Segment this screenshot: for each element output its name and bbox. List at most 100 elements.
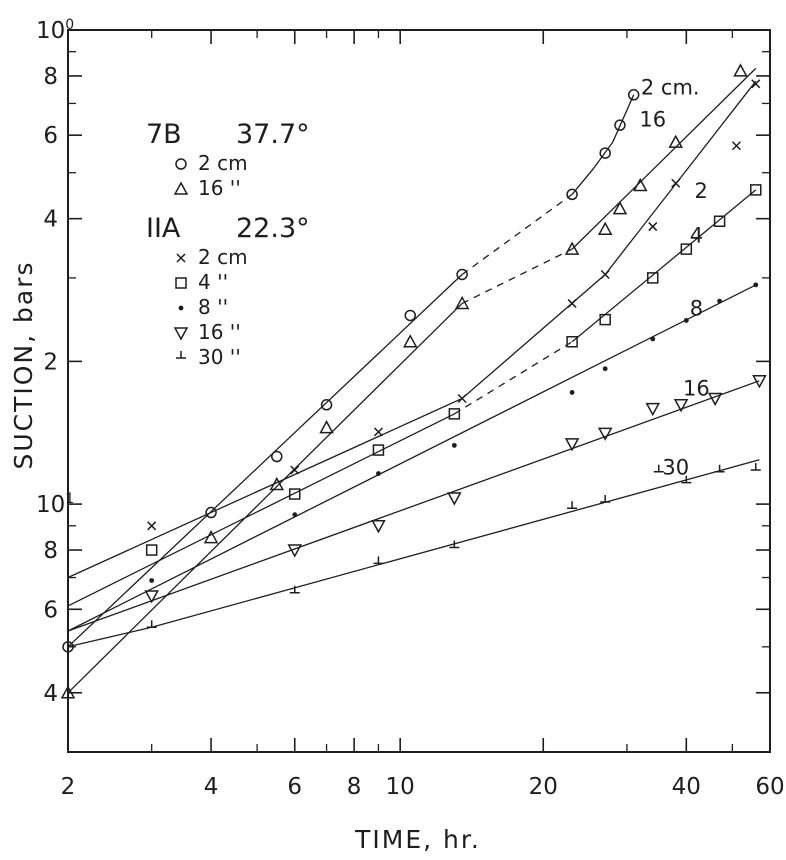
data-point-s11a-8 — [451, 442, 457, 448]
data-point-s11a-30 — [750, 463, 761, 471]
y-tick-label: 2 — [43, 349, 58, 375]
legend-group-label: IIA — [146, 213, 181, 244]
dashed-fit-line-s7b-16 — [461, 248, 573, 304]
curve-label-s7b-2: 2 cm. — [641, 76, 700, 100]
data-point-s11a-16 — [447, 492, 462, 506]
data-point-s11a-2 — [567, 298, 577, 308]
fit-lines — [67, 67, 760, 694]
x-tick-label: 2 — [61, 774, 76, 800]
data-point-s11a-4 — [647, 272, 659, 284]
y-tick-label: 8 — [43, 538, 58, 564]
data-point-s7b-16 — [319, 420, 334, 434]
legend-entry-label: 30 '' — [198, 345, 241, 369]
data-point-s11a-4 — [448, 408, 461, 420]
data-point-s7b-2 — [566, 188, 578, 201]
data-point-s11a-30 — [600, 495, 611, 503]
data-point-s7b-2 — [599, 147, 611, 159]
data-point-s11a-4 — [145, 544, 158, 556]
data-point-s11a-2 — [457, 393, 467, 404]
data-point-s7b-16 — [269, 476, 285, 491]
data-point-s11a-4 — [680, 243, 693, 255]
data-point-s11a-30 — [653, 464, 664, 473]
legend-entry-label: 16 '' — [198, 176, 241, 200]
data-point-s7b-2 — [271, 450, 283, 463]
data-point-s11a-8 — [650, 336, 656, 342]
legend-entry-label: 2 cm — [198, 245, 248, 269]
data-point-s11a-2 — [290, 465, 300, 475]
legend-marker — [176, 253, 186, 263]
y-tick-label: 8 — [43, 64, 58, 90]
data-point-s7b-16 — [668, 134, 683, 148]
y-tick-label: 4 — [43, 681, 58, 707]
fit-line-s7b-16 — [67, 302, 463, 694]
data-point-s11a-2 — [731, 141, 741, 151]
data-point-s11a-30 — [146, 620, 157, 628]
data-point-s11a-30 — [373, 556, 384, 565]
dashed-fit-line-s7b-2 — [461, 193, 573, 276]
data-point-s11a-8 — [717, 298, 722, 304]
legend-marker — [175, 277, 187, 289]
fit-line-s7b-2 — [571, 94, 635, 195]
data-point-s11a-8 — [569, 390, 575, 395]
fit-line-s11a-30 — [67, 459, 760, 648]
data-point-s11a-16 — [287, 544, 303, 558]
fit-line-s11a-4 — [571, 189, 757, 343]
data-point-s7b-16 — [402, 334, 418, 348]
x-tick-label: 40 — [672, 774, 701, 800]
x-tick-label: 60 — [755, 774, 784, 800]
x-tick-label: 20 — [529, 774, 558, 800]
y-tick-label: 4 — [43, 207, 58, 233]
data-point-s11a-4 — [566, 336, 578, 348]
plot-frame — [67, 29, 771, 753]
data-point-s11a-16 — [707, 392, 723, 407]
legend-marker — [178, 305, 184, 311]
data-point-s11a-16 — [144, 590, 159, 604]
x-tick-label: 8 — [347, 774, 362, 800]
data-point-s7b-16 — [454, 295, 470, 310]
fit-line-s11a-8 — [67, 284, 757, 632]
data-point-s11a-30 — [449, 540, 460, 549]
data-point-s11a-4 — [750, 184, 762, 196]
data-point-s11a-2 — [373, 427, 383, 437]
data-point-s11a-2 — [671, 178, 681, 188]
data-point-s7b-16 — [597, 221, 613, 235]
y-axis-label: SUCTION, bars — [9, 260, 38, 469]
curve-label-s7b-16: 16 — [639, 108, 666, 132]
legend-group-value: 37.7° — [236, 119, 310, 150]
data-point-s11a-4 — [599, 313, 611, 326]
data-point-s11a-30 — [289, 585, 300, 594]
legend-entry-label: 2 cm — [198, 151, 248, 175]
legend-entry-label: 8 '' — [198, 295, 228, 319]
data-point-s11a-2 — [648, 222, 658, 232]
data-point-s11a-4 — [289, 488, 301, 500]
legend-marker — [175, 158, 187, 170]
data-point-s11a-16 — [673, 399, 689, 413]
data-point-s11a-8 — [683, 318, 689, 323]
x-tick-label: 10 — [386, 774, 415, 800]
data-point-s11a-2 — [600, 269, 610, 280]
curve-label-s11a-4: 4 — [690, 224, 703, 248]
data-point-s11a-8 — [292, 512, 298, 518]
data-point-s11a-2 — [147, 521, 157, 531]
data-point-s11a-4 — [372, 444, 385, 456]
data-point-s11a-30 — [681, 475, 692, 484]
fit-line-s11a-2 — [67, 80, 757, 579]
data-point-s7b-2 — [404, 309, 417, 322]
fit-line-s11a-16 — [67, 380, 760, 632]
fit-line-s7b-16 — [571, 67, 757, 250]
curve-labels: 2 cm. 16 2 4 8 16 30 — [639, 76, 709, 480]
data-point-s11a-30 — [567, 501, 578, 510]
data-point-s11a-8 — [753, 282, 759, 288]
curve-label-s11a-30: 30 — [662, 456, 689, 480]
x-tick-label: 4 — [204, 774, 219, 800]
data-point-s7b-2 — [627, 89, 640, 101]
curve-label-s11a-2: 2 — [695, 179, 708, 203]
legend-marker — [176, 351, 186, 359]
data-point-s7b-2 — [456, 268, 468, 281]
data-point-s7b-16 — [612, 201, 628, 215]
data-point-s7b-16 — [203, 529, 219, 544]
fit-line-s11a-4 — [67, 413, 455, 607]
